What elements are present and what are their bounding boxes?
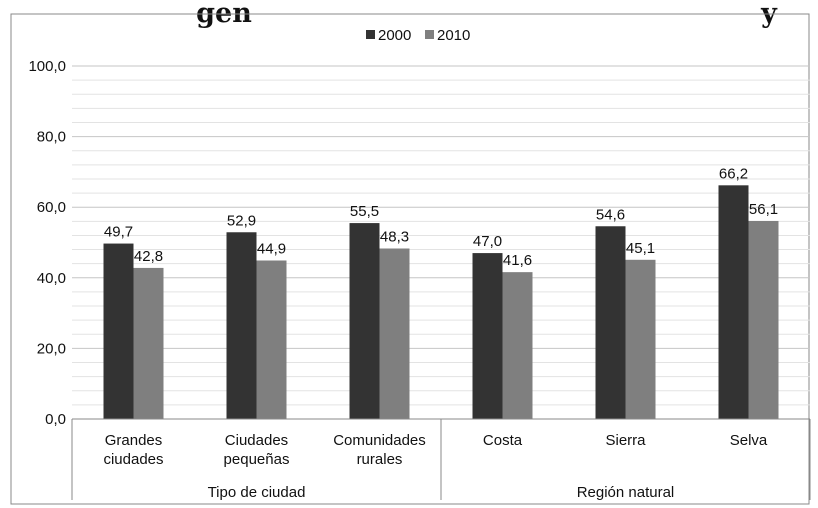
- group-label: Tipo de ciudad: [208, 484, 306, 501]
- x-category-label: Ciudades: [225, 432, 288, 449]
- x-axis-category-labels: Grandes ciudades Ciudades pequeñas Comunidad…: [103, 432, 767, 468]
- value-label-2010: 48,3: [380, 229, 409, 246]
- y-tick-label: 100,0: [28, 58, 66, 75]
- legend-swatch-2000: [366, 30, 375, 39]
- value-label-2000: 52,9: [227, 212, 256, 229]
- bar-2010: [625, 259, 656, 419]
- bar-2000: [349, 223, 380, 419]
- y-tick-label: 60,0: [37, 199, 66, 216]
- bar-2000: [226, 232, 257, 419]
- x-axis-group-labels: Tipo de ciudad Región natural: [208, 484, 675, 501]
- y-axis-tick-labels: 0,0 20,0 40,0 60,0 80,0 100,0: [28, 58, 66, 428]
- legend-label-2000: 2000: [378, 27, 411, 44]
- x-category-label: Sierra: [605, 432, 646, 449]
- x-category-label: pequeñas: [224, 451, 290, 468]
- value-labels: 49,742,8 52,944,9 55,548,3 47,041,6 54,645,1…: [104, 165, 778, 269]
- value-label-2000: 49,7: [104, 224, 133, 241]
- bar-2000: [103, 243, 134, 419]
- value-label-2010: 44,9: [257, 241, 286, 258]
- x-category-label: rurales: [357, 451, 403, 468]
- bar-2010: [748, 220, 779, 419]
- bar-2010: [502, 272, 533, 419]
- bar-2010: [379, 248, 410, 419]
- legend: 2000 2010: [366, 27, 470, 44]
- bar-2000: [718, 185, 749, 419]
- value-label-2000: 47,0: [473, 233, 502, 250]
- x-axis: [71, 418, 811, 500]
- bars: [103, 185, 779, 419]
- x-category-label: ciudades: [103, 451, 163, 468]
- value-label-2010: 45,1: [626, 240, 655, 257]
- gridlines: [72, 65, 810, 406]
- y-tick-label: 20,0: [37, 340, 66, 357]
- y-tick-label: 0,0: [45, 411, 66, 428]
- x-category-label: Grandes: [105, 432, 163, 449]
- x-category-label: Comunidades: [333, 432, 426, 449]
- bar-2010: [256, 260, 287, 419]
- chart-frame: [10, 13, 810, 505]
- value-label-2000: 66,2: [719, 165, 748, 182]
- value-label-2010: 56,1: [749, 201, 778, 218]
- x-category-label: Selva: [730, 432, 768, 449]
- legend-swatch-2010: [425, 30, 434, 39]
- value-label-2000: 55,5: [350, 203, 379, 220]
- bar-2000: [472, 253, 503, 419]
- bar-2010: [133, 267, 164, 419]
- value-label-2010: 41,6: [503, 252, 532, 269]
- legend-label-2010: 2010: [437, 27, 470, 44]
- y-tick-label: 40,0: [37, 270, 66, 287]
- y-tick-label: 80,0: [37, 129, 66, 146]
- value-label-2010: 42,8: [134, 248, 163, 265]
- value-label-2000: 54,6: [596, 206, 625, 223]
- group-label: Región natural: [577, 484, 675, 501]
- bar-2000: [595, 226, 626, 419]
- x-category-label: Costa: [483, 432, 523, 449]
